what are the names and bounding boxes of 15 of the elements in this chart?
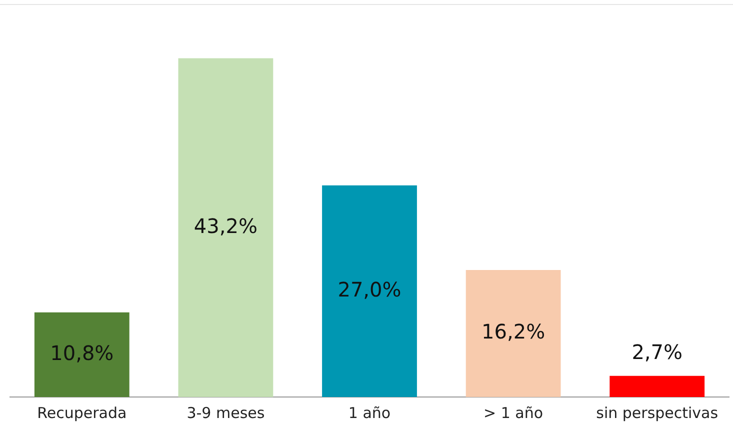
- bar: [178, 58, 274, 397]
- bar: [34, 312, 130, 397]
- bar: [466, 270, 561, 397]
- bar: [322, 185, 417, 397]
- x-tick-label: sin perspectivas: [596, 404, 718, 422]
- data-label: 43,2%: [194, 214, 258, 238]
- data-label: 16,2%: [482, 320, 546, 344]
- x-tick-label: > 1 año: [484, 404, 544, 422]
- data-label: 10,8%: [50, 340, 114, 365]
- data-label: 27,0%: [338, 277, 402, 302]
- x-tick-label: 1 año: [348, 404, 391, 422]
- x-tick-label: 3-9 meses: [186, 404, 265, 422]
- bar: [610, 376, 705, 397]
- data-label: 2,7%: [632, 340, 683, 364]
- x-tick-label: Recuperada: [37, 404, 127, 422]
